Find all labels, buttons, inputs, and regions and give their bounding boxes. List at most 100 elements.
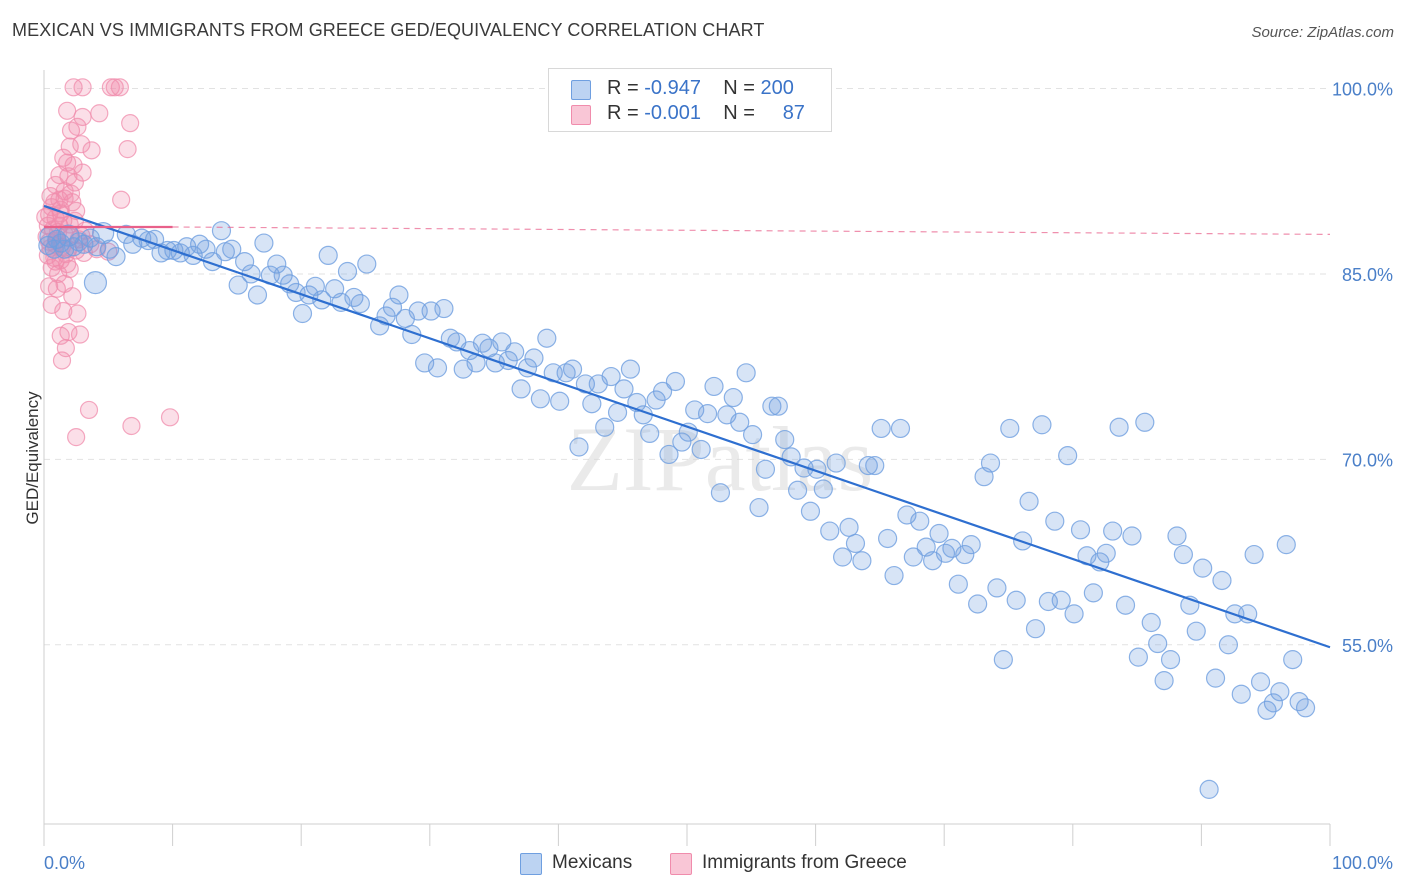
mexicans-point [106, 247, 126, 267]
greece-point [105, 78, 124, 97]
mexicans-point [1257, 700, 1277, 720]
mexicans-point [292, 303, 313, 324]
mexicans-point [768, 396, 788, 416]
mexicans-point [685, 400, 705, 420]
mexicans-point [1186, 621, 1206, 641]
mexicans-point [211, 221, 232, 241]
legend-r-label: R = [607, 102, 645, 124]
mexicans-point [871, 418, 891, 439]
mexicans-point [1276, 535, 1296, 555]
mexicans-point [1000, 418, 1020, 439]
mexicans-point [196, 239, 216, 259]
mexicans-point [833, 547, 853, 567]
x-tick-label: 0.0% [44, 853, 85, 873]
mexicans-points [38, 221, 1316, 799]
y-tick-label: 70.0% [1342, 450, 1393, 470]
mexicans-point [57, 224, 80, 247]
mexicans-point [955, 544, 975, 565]
legend-n-value-greece: 87 [782, 102, 805, 124]
mexicans-point [83, 271, 108, 295]
legend-n-label: N = [723, 77, 761, 99]
mexicans-point [254, 233, 274, 253]
mexicans-point [318, 245, 338, 266]
mexicans-point [1025, 619, 1046, 639]
legend-r-value-mexicans: -0.947 [644, 77, 701, 99]
mexicans-point [562, 359, 583, 379]
mexicans-point [1283, 650, 1303, 670]
mexicans-point [1231, 684, 1251, 704]
mexicans-point [640, 423, 660, 444]
mexicans-point [749, 497, 769, 518]
mexicans-point [736, 363, 756, 383]
mexicans-point [1212, 570, 1232, 591]
mexicans-point [312, 290, 332, 310]
mexicans-point [665, 371, 686, 392]
mexicans-point [1128, 647, 1148, 667]
greece-point [72, 135, 91, 154]
greece-point [73, 163, 92, 182]
mexicans-point [1109, 417, 1129, 437]
greece-trend-line-extended [172, 226, 1331, 235]
mexicans-point [1167, 526, 1187, 546]
greece-point [82, 141, 101, 160]
greece-point [70, 325, 90, 344]
mexicans-point [865, 455, 885, 476]
mexicans-point [1244, 544, 1264, 565]
greece-point [36, 207, 55, 227]
mexicans-point [813, 479, 833, 499]
mexicans-point [530, 389, 550, 409]
mexicans-point [1250, 672, 1271, 692]
mexicans-point [993, 650, 1013, 670]
mexicans-point [190, 234, 210, 254]
bottom-legend: Mexicans Immigrants from Greece [0, 851, 1406, 879]
y-tick-label: 85.0% [1342, 265, 1393, 285]
greece-point [73, 78, 92, 97]
mexicans-point [884, 565, 904, 586]
mexicans-point [1263, 693, 1284, 713]
legend-r-value-greece: -0.001 [644, 102, 701, 124]
y-tick-label: 55.0% [1342, 636, 1393, 656]
mexicans-point [910, 511, 930, 531]
mexicans-point [961, 535, 981, 555]
chart-title: MEXICAN VS IMMIGRANTS FROM GREECE GED/EQ… [12, 20, 765, 40]
mexicans-point [723, 387, 743, 408]
mexicans-point [415, 353, 435, 373]
mexicans-point [820, 521, 840, 541]
mexicans-point [839, 517, 859, 537]
greece-point [160, 408, 180, 427]
mexicans-point [1115, 595, 1136, 615]
bottom-legend-swatch-greece [670, 853, 692, 875]
mexicans-point [267, 254, 287, 274]
mexicans-point [1148, 633, 1168, 654]
source-label: Source: ZipAtlas.com [1251, 24, 1394, 41]
mexicans-point [472, 333, 493, 353]
mexicans-point [357, 254, 377, 274]
mexicans-point [1096, 543, 1116, 563]
mexicans-point [1019, 491, 1039, 511]
mexicans-point [903, 547, 923, 567]
legend-r-label: R = [607, 77, 645, 99]
mexicans-point [697, 404, 718, 424]
greece-point [58, 101, 77, 120]
mexicans-point [595, 417, 615, 437]
mexicans-point [382, 297, 403, 317]
legend-box: R = -0.947 N = 200 R = -0.001 N = 87 [548, 68, 832, 132]
mexicans-point [1141, 612, 1161, 633]
greece-point [110, 78, 129, 97]
tick-labels: 100.0% 85.0% 70.0% 55.0% 0.0% 100.0% [44, 80, 1393, 873]
mexicans-point [710, 483, 731, 503]
mexicans-point [691, 439, 711, 460]
mexicans-point [890, 418, 911, 439]
mexicans-point [1218, 635, 1239, 655]
mexicans-point [1270, 682, 1290, 702]
greece-point [121, 114, 140, 133]
mexicans-point [337, 261, 358, 282]
mexicans-point [235, 251, 255, 272]
mexicans-point [1193, 558, 1213, 578]
greece-point [42, 295, 61, 314]
mexicans-point [1070, 520, 1091, 540]
y-tick-label: 100.0% [1332, 80, 1393, 100]
mexicans-point [550, 391, 570, 411]
greece-point [122, 416, 141, 436]
